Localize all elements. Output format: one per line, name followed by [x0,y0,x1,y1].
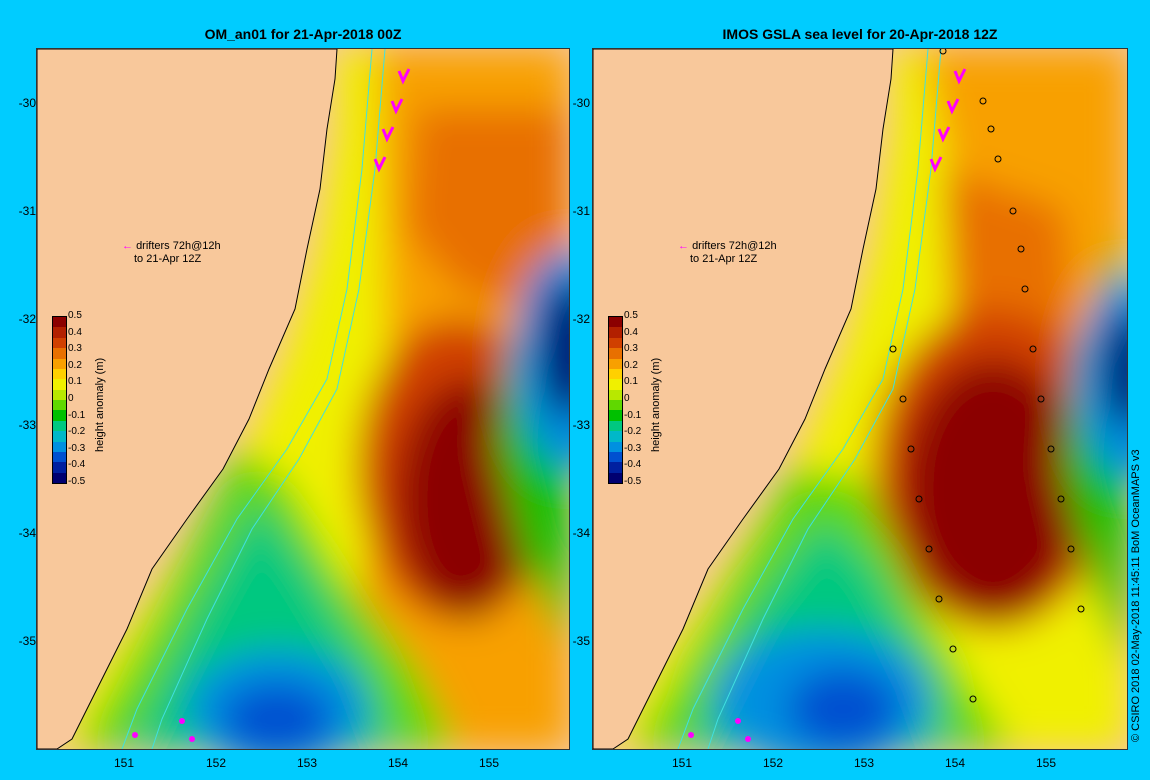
right-note-line2: to 21-Apr 12Z [690,253,758,265]
left-map-field [37,49,569,749]
colorbar-segment [53,368,66,380]
colorbar-segment [53,317,66,328]
colorbar-segment [609,431,622,442]
colorbar-segment [53,358,66,369]
colorbar-tick-label: -0.2 [624,426,642,438]
colorbar-tick-label: 0.4 [68,326,82,338]
lat-label-right-33: -33 [572,418,590,432]
lon-label-right-153: 153 [853,756,875,770]
colorbar-segment [53,337,66,349]
colorbar-tick-label: 0.5 [68,310,82,321]
right-panel-title: IMOS GSLA sea level for 20-Apr-2018 12Z [722,26,998,42]
left-colorbar-title: height anomaly (m) [94,357,106,452]
lat-label-right-32: -32 [572,312,590,326]
colorbar-tick-label: -0.3 [68,442,86,454]
left-drifter-note: ← drifters 72h@12h to 21-Apr 12Z [122,240,221,266]
lon-label-right-155: 155 [1035,756,1057,770]
left-colorbar [52,316,67,484]
colorbar-segment [609,451,622,463]
left-note-line1: drifters 72h@12h [136,240,221,252]
lon-label-left-152: 152 [205,756,227,770]
colorbar-tick-label: 0.4 [624,326,638,338]
colorbar-tick-label: -0.1 [624,409,642,421]
colorbar-tick-label: 0.2 [624,359,638,371]
colorbar-segment [609,379,622,390]
right-colorbar [608,316,623,484]
colorbar-segment [609,420,622,432]
lat-label-right-30: -30 [572,96,590,110]
colorbar-segment [609,410,622,421]
colorbar-tick-label: -0.5 [68,476,86,487]
right-map-field [593,49,1127,749]
lat-label-left-34: -34 [18,526,36,540]
colorbar-segment [53,348,66,359]
colorbar-segment [53,441,66,452]
colorbar-tick-label: -0.5 [624,476,642,487]
lat-label-left-32: -32 [18,312,36,326]
lat-label-right-31: -31 [572,204,590,218]
drifter-arrow-icon: ← [678,240,689,252]
lon-label-right-151: 151 [671,756,693,770]
colorbar-segment [53,431,66,442]
right-colorbar-title: height anomaly (m) [650,357,662,452]
colorbar-segment [609,389,622,400]
colorbar-tick-label: 0 [624,393,630,404]
lon-label-left-153: 153 [296,756,318,770]
colorbar-segment [609,441,622,452]
right-note-line1: drifters 72h@12h [692,240,777,252]
colorbar-segment [53,400,66,411]
colorbar-segment [609,317,622,328]
lon-label-left-151: 151 [113,756,135,770]
colorbar-tick-label: 0.3 [624,343,638,355]
colorbar-tick-label: -0.1 [68,409,86,421]
colorbar-segment [609,337,622,349]
colorbar-tick-label: 0 [68,393,74,404]
colorbar-segment [609,348,622,359]
colorbar-segment [53,389,66,400]
colorbar-tick-label: 0.5 [624,310,638,321]
colorbar-segment [609,462,622,473]
lon-label-right-152: 152 [762,756,784,770]
drifter-arrow-icon: ← [122,240,133,252]
colorbar-segment [609,400,622,411]
credit-text: © CSIRO 2018 02-May-2018 11:45:11 BoM Oc… [1130,449,1142,742]
lon-label-left-154: 154 [387,756,409,770]
lat-label-left-33: -33 [18,418,36,432]
right-drifter-note: ← drifters 72h@12h to 21-Apr 12Z [678,240,777,266]
lon-label-right-154: 154 [944,756,966,770]
colorbar-segment [609,358,622,369]
colorbar-tick-label: -0.4 [624,459,642,471]
colorbar-tick-label: -0.3 [624,442,642,454]
lat-label-left-30: -30 [18,96,36,110]
colorbar-segment [53,420,66,432]
colorbar-segment [53,451,66,463]
colorbar-tick-label: 0.1 [68,376,82,388]
colorbar-segment [53,379,66,390]
lat-label-right-34: -34 [572,526,590,540]
left-map[interactable] [36,48,570,750]
colorbar-tick-label: -0.4 [68,459,86,471]
colorbar-tick-label: 0.1 [624,376,638,388]
left-note-line2: to 21-Apr 12Z [134,253,202,265]
colorbar-tick-label: 0.2 [68,359,82,371]
colorbar-segment [609,368,622,380]
lat-label-left-31: -31 [18,204,36,218]
right-map[interactable] [592,48,1128,750]
colorbar-segment [53,462,66,473]
colorbar-segment [53,327,66,338]
lat-label-right-35: -35 [572,634,590,648]
colorbar-tick-label: 0.3 [68,343,82,355]
colorbar-segment [609,327,622,338]
left-panel-title: OM_an01 for 21-Apr-2018 00Z [204,26,402,42]
colorbar-segment [53,410,66,421]
colorbar-segment [609,472,622,483]
lat-label-left-35: -35 [18,634,36,648]
colorbar-tick-label: -0.2 [68,426,86,438]
lon-label-left-155: 155 [478,756,500,770]
colorbar-segment [53,472,66,483]
